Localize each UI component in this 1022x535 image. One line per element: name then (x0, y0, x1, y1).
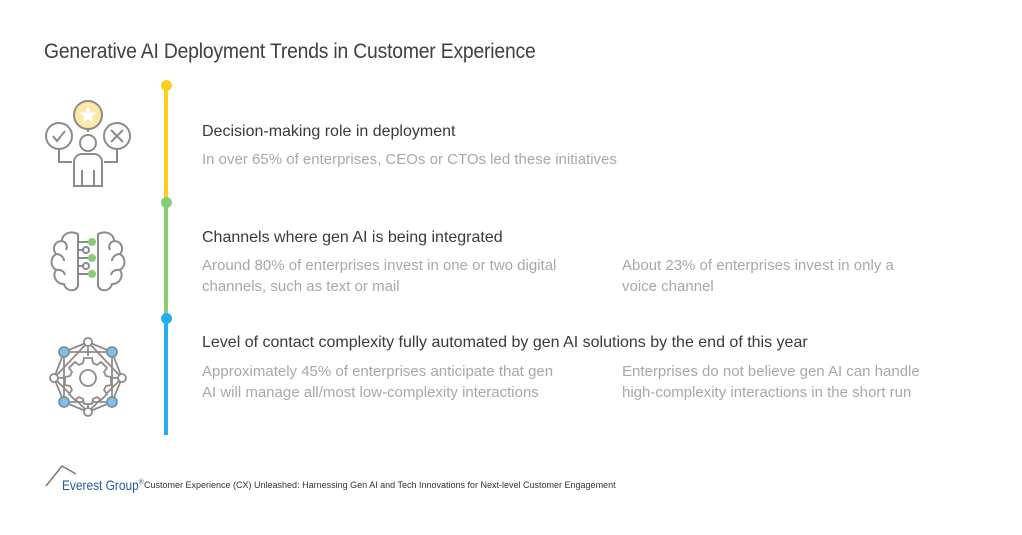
section-text-decision-making: In over 65% of enterprises, CEOs or CTOs… (202, 151, 617, 168)
registered-mark: ® (138, 477, 144, 487)
everest-group-logo: Everest Group® (62, 477, 144, 493)
section-text-channels-right: About 23% of enterprises invest in only … (622, 257, 894, 295)
section-heading-decision-making: Decision-making role in deployment (202, 123, 456, 140)
page-title: Generative AI Deployment Trends in Custo… (44, 40, 536, 63)
timeline (160, 80, 172, 440)
section-text-complexity-right: Enterprises do not believe gen AI can ha… (622, 363, 920, 401)
gear-network-icon (46, 336, 130, 425)
footer-caption: Customer Experience (CX) Unleashed: Harn… (144, 480, 616, 490)
brand-name: Everest Group (62, 477, 139, 493)
timeline-dot-blue (160, 313, 172, 324)
timeline-segment-blue (164, 319, 168, 435)
section-text-channels-left: Around 80% of enterprises invest in one … (202, 257, 557, 295)
timeline-segment-yellow (164, 86, 168, 202)
timeline-dot-green (160, 197, 172, 208)
everest-mountain-icon (45, 465, 77, 487)
brain-circuit-icon (48, 230, 128, 299)
section-text-complexity-left: Approximately 45% of enterprises anticip… (202, 363, 554, 401)
timeline-segment-green (164, 202, 168, 319)
section-heading-channels: Channels where gen AI is being integrate… (202, 229, 503, 246)
decision-maker-icon (42, 98, 134, 195)
timeline-dot-yellow (160, 80, 172, 91)
section-heading-complexity: Level of contact complexity fully automa… (202, 334, 808, 351)
